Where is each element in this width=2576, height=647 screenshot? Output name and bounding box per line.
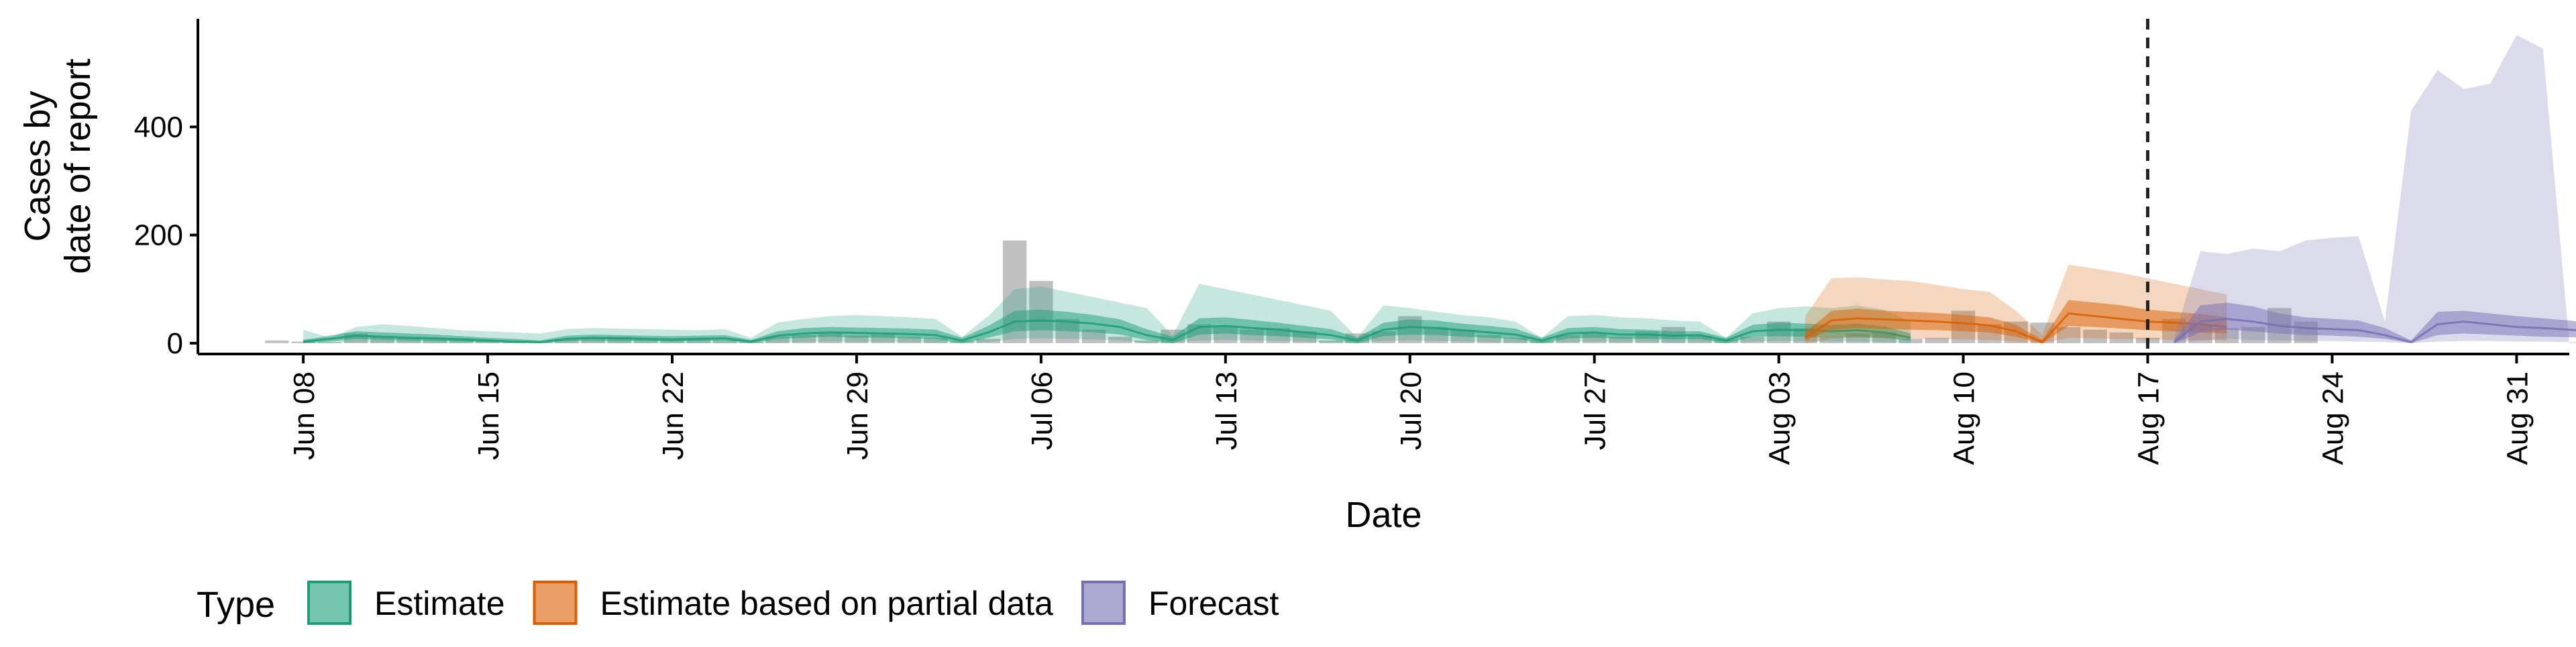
reported-cases-bar [317, 342, 342, 343]
reported-cases-bar [976, 339, 1001, 343]
estimate-based-on-partial-data-median-line [1805, 312, 2227, 344]
reported-cases-bar [1819, 337, 1843, 343]
y-tick-label: 400 [134, 111, 183, 143]
x-tick-label: Aug 31 [2501, 371, 2534, 465]
forecast-outer-band [2174, 35, 2576, 343]
reported-cases-bar [686, 339, 710, 343]
reported-cases-bar [1740, 337, 1765, 343]
x-tick-label: Aug 17 [2133, 371, 2165, 465]
x-tick-label: Jul 06 [1026, 371, 1059, 450]
x-tick-label: Aug 10 [1948, 371, 1981, 465]
x-tick-label: Jul 20 [1395, 371, 1428, 450]
y-axis-title: Cases by date of report [17, 58, 98, 274]
reported-cases-bar [1134, 340, 1159, 343]
reported-cases-bar [897, 337, 922, 343]
reported-cases-bar [265, 340, 289, 343]
reported-cases-bar [845, 335, 869, 343]
legend-title: Type [197, 585, 275, 625]
reported-cases-bar [1688, 335, 1712, 343]
reported-cases-bar [1503, 337, 1527, 343]
reported-cases-bar [1108, 337, 1132, 343]
reported-cases-bar [2083, 329, 2107, 343]
x-tick-label: Aug 03 [1764, 371, 1796, 465]
estimate-median-line [303, 319, 1911, 343]
y-tick-label: 0 [167, 327, 183, 360]
x-tick-label: Jul 27 [1579, 371, 1612, 450]
reported-cases-bar [712, 340, 737, 343]
reported-cases-bar [555, 339, 579, 343]
y-axis-title-line: Cases by [17, 91, 58, 241]
y-axis-ticks: 0 200 400 [134, 111, 198, 360]
x-axis-title: Date [1345, 495, 1421, 535]
x-tick-label: Jun 22 [657, 371, 690, 460]
reported-cases-bar [1319, 340, 1343, 343]
legend-label-estimate: Estimate [374, 585, 505, 622]
x-tick-label: Jul 13 [1210, 371, 1243, 450]
legend-key-estimate-based-on-partial-data [533, 581, 578, 625]
reported-cases-bar [1898, 339, 1923, 343]
legend-label-forecast: Forecast [1148, 585, 1279, 622]
estimate-ribbons [303, 35, 2576, 344]
reported-cases-bar [634, 339, 658, 343]
reported-cases-bar [1925, 337, 1949, 343]
reported-cases-bar [396, 337, 421, 343]
legend-key-estimate [307, 581, 352, 625]
reported-cases-bar [581, 337, 605, 343]
y-tick-label: 200 [134, 219, 183, 252]
legend-key-forecast [1081, 581, 1126, 625]
reported-cases-bar [1609, 337, 1633, 343]
x-tick-label: Jun 15 [472, 371, 505, 460]
legend-label-estimate-based-on-partial-data: Estimate based on partial data [600, 585, 1054, 622]
reported-cases-bar [2109, 332, 2133, 343]
x-tick-label: Aug 24 [2317, 371, 2350, 465]
y-axis-title-line: date of report [58, 58, 98, 274]
reported-cases-bar [765, 337, 790, 343]
reported-cases-bar [423, 339, 447, 343]
reported-cases-bar [370, 337, 394, 343]
forecast-median-line [2173, 318, 2576, 343]
x-tick-label: Jun 08 [288, 371, 321, 460]
estimate-based-on-partial-data-inner-band [1805, 300, 2227, 343]
legend: Type Estimate Estimate based on partial d… [197, 581, 1279, 625]
reported-cases-bar [924, 337, 948, 343]
reported-cases-bar [1081, 329, 1106, 343]
x-axis-ticks: Jun 08 Jun 15 Jun 22 Jun 29 Jul 06 Jul 13 Jul … [288, 354, 2534, 465]
x-tick-label: Jun 29 [841, 371, 874, 460]
forecast-inner-band [2174, 302, 2576, 343]
